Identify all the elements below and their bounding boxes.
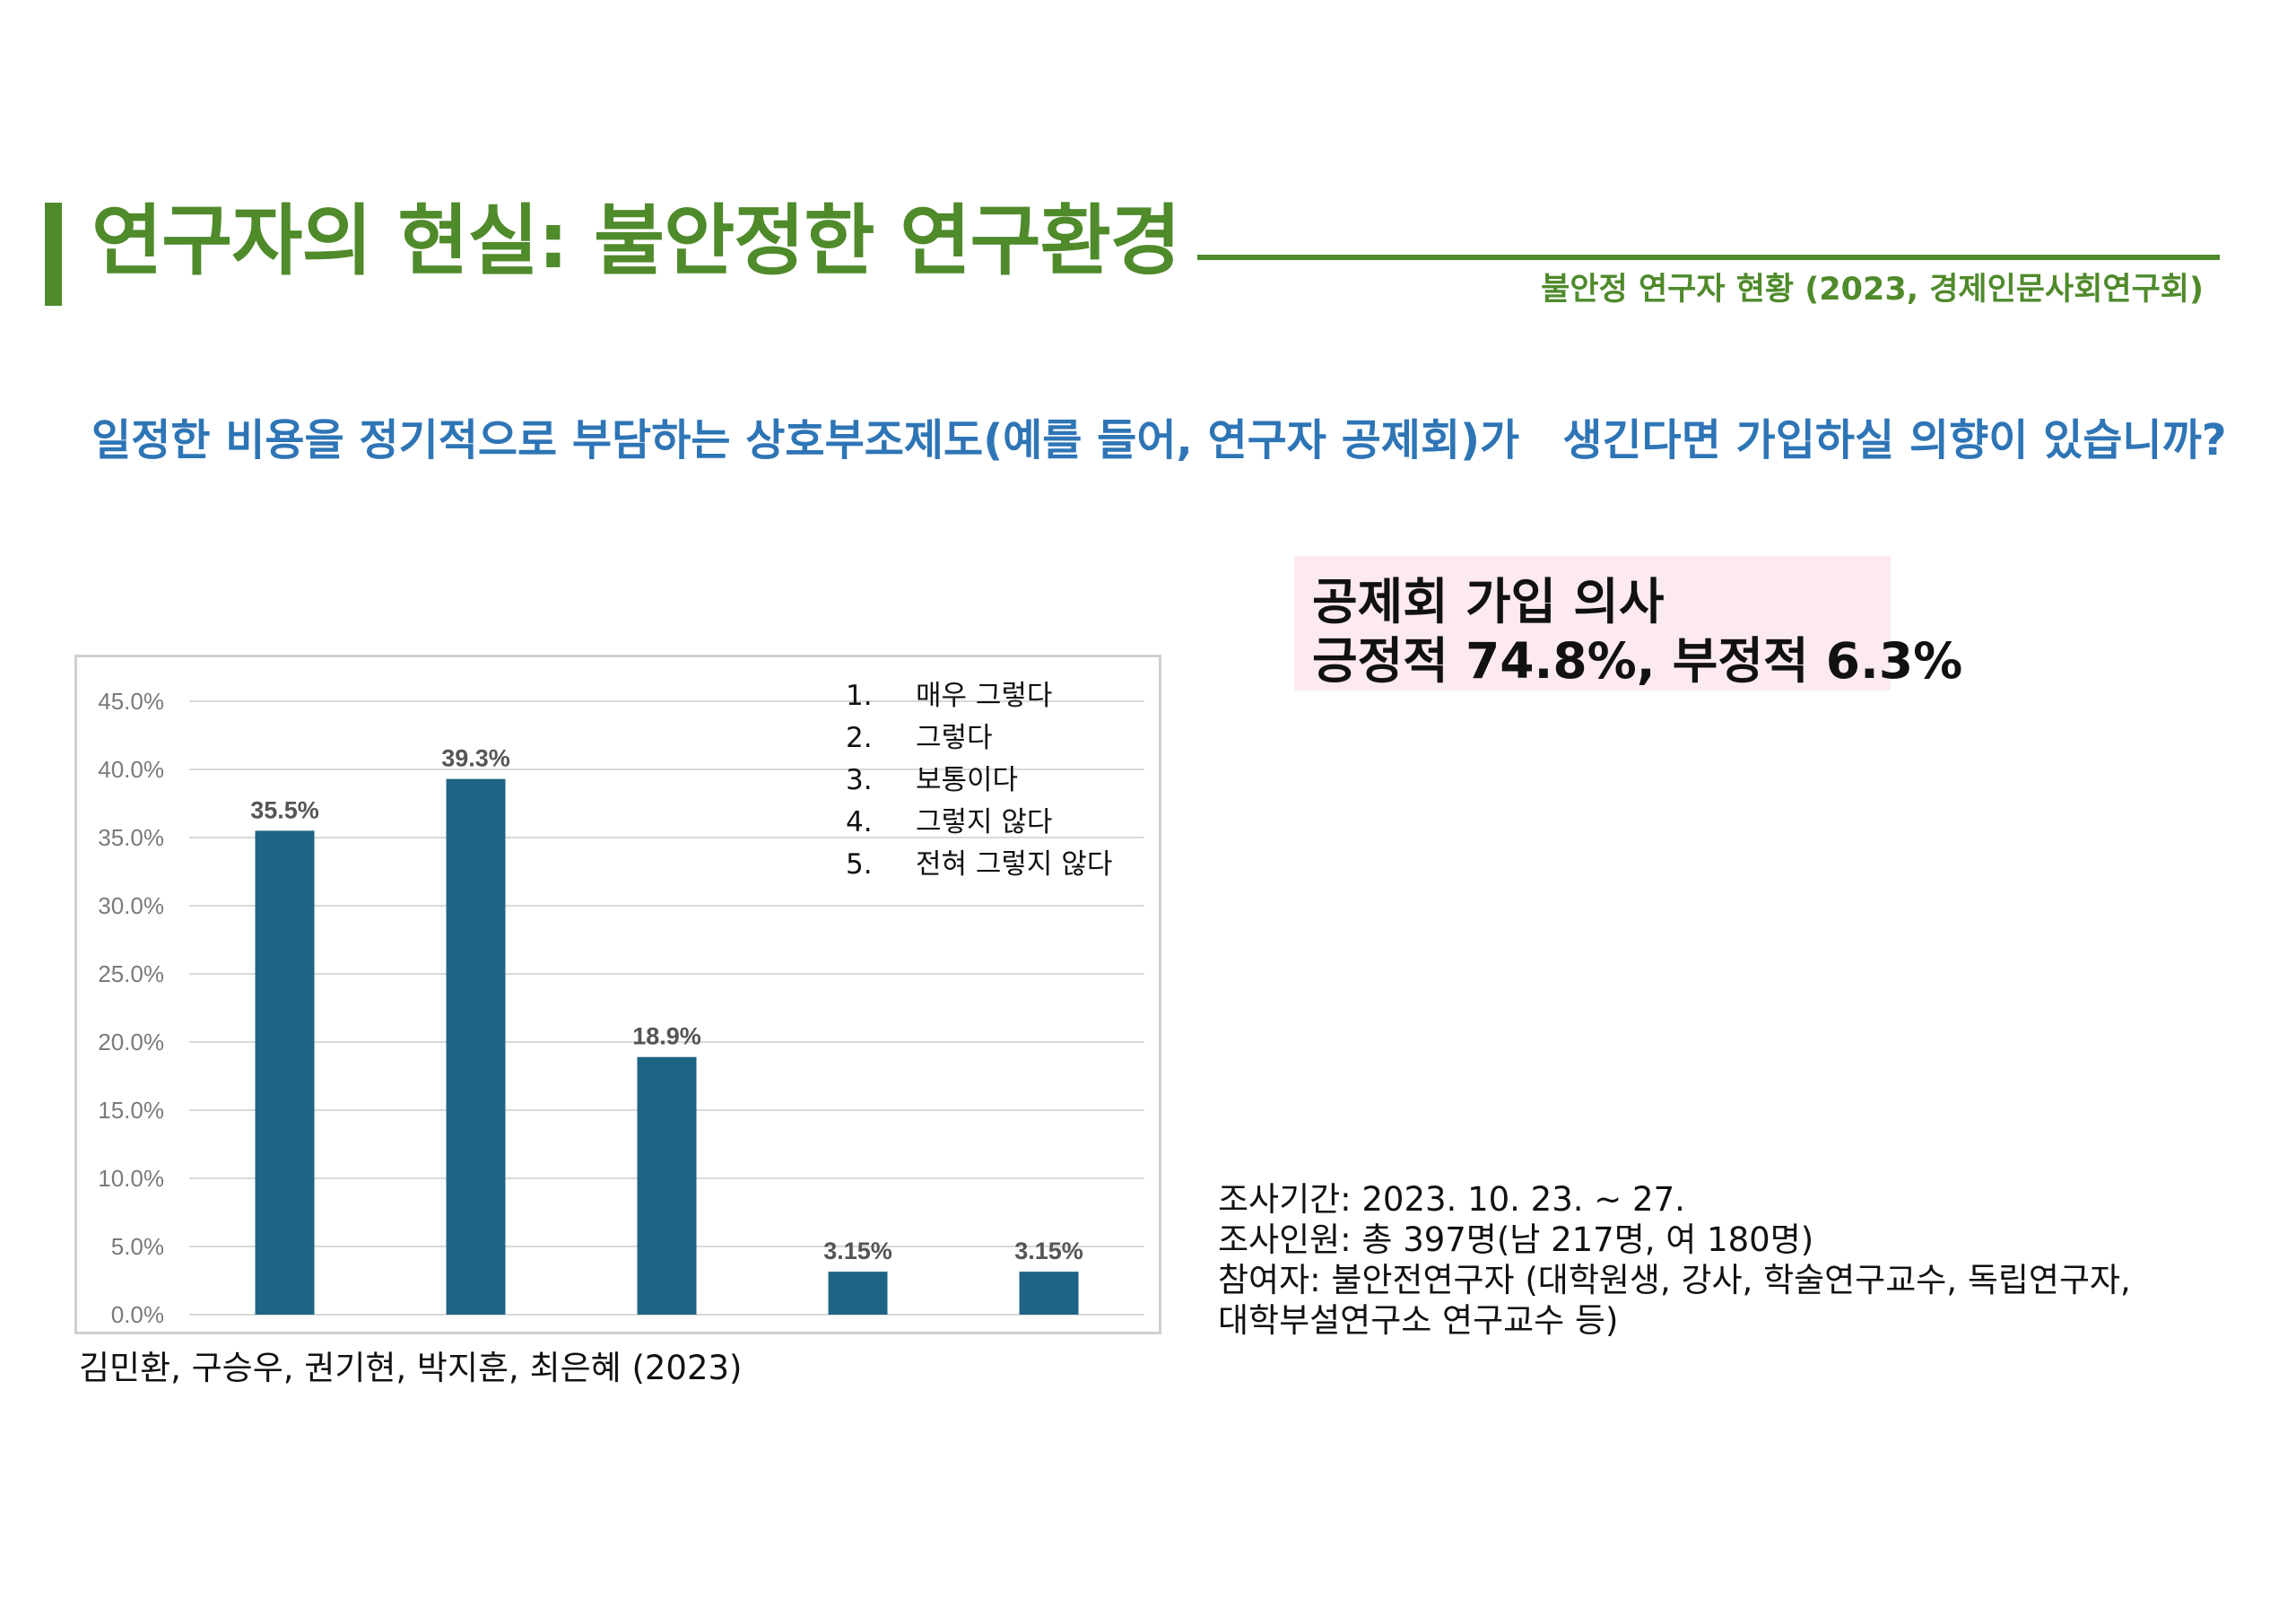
summary-values: 긍정적 74.8%, 부정적 6.3% xyxy=(1312,632,1963,690)
legend-label: 그렇지 않다 xyxy=(916,806,1053,838)
citation: 김민환, 구승우, 권기현, 박지훈, 최은혜 (2023) xyxy=(79,1349,743,1387)
summary-box: 공제회 가입 의사 긍정적 74.8%, 부정적 6.3% xyxy=(1294,556,1962,690)
survey-period: 조사기간: 2023. 10. 23. ~ 27. xyxy=(1218,1180,1685,1219)
legend-item: 5. 전혀 그렇지 않다 xyxy=(846,844,1112,886)
y-tick-label: 10.0% xyxy=(98,1165,164,1192)
legend-item: 3. 보통이다 xyxy=(846,760,1112,802)
title-accent-bar xyxy=(45,203,62,306)
source-subtitle: 불안정 연구자 현황 (2023, 경제인문사회연구회) xyxy=(1541,272,2204,308)
y-tick-label: 40.0% xyxy=(98,756,164,783)
survey-respondents: 조사인원: 총 397명(남 217명, 여 180명) xyxy=(1218,1220,1814,1259)
survey-participants: 참여자: 불안전연구자 (대학원생, 강사, 학술연구교수, 독립연구자, xyxy=(1218,1261,2131,1299)
survey-participants-cont: 대학부설연구소 연구교수 등) xyxy=(1218,1301,1619,1340)
bar-data-label: 3.15% xyxy=(823,1238,892,1264)
y-tick-label: 0.0% xyxy=(111,1301,164,1328)
y-tick-label: 15.0% xyxy=(98,1097,164,1124)
bar-data-label: 39.3% xyxy=(441,745,510,772)
y-tick-label: 30.0% xyxy=(98,892,164,919)
legend-label: 보통이다 xyxy=(916,764,1019,796)
bar-chart: 0.0% 5.0% 10.0% 15.0% 20.0% 25.0% 30.0% 35.0% 40… xyxy=(74,655,1161,1334)
title-rule xyxy=(1197,255,2220,260)
legend-label: 매우 그렇다 xyxy=(916,680,1053,712)
y-tick-label: 5.0% xyxy=(111,1233,164,1260)
y-tick-label: 45.0% xyxy=(98,688,164,715)
legend-item: 2. 그렇다 xyxy=(846,717,1112,760)
page-title: 연구자의 현실: 불안정한 연구환경 xyxy=(91,196,1181,286)
bar-data-label: 3.15% xyxy=(1014,1238,1083,1264)
legend-item: 4. 그렇지 않다 xyxy=(846,802,1112,844)
bar-data-label: 18.9% xyxy=(632,1023,701,1050)
legend-label: 전혀 그렇지 않다 xyxy=(916,848,1113,881)
summary-title: 공제회 가입 의사 xyxy=(1312,573,1665,630)
bar-chart-svg: 0.0% 5.0% 10.0% 15.0% 20.0% 25.0% 30.0% 35.0% 40… xyxy=(98,688,1144,1328)
bar xyxy=(255,830,315,1315)
survey-question: 일정한 비용을 정기적으로 부담하는 상호부조제도(예를 들어, 연구자 공제회… xyxy=(91,415,2227,465)
y-tick-label: 35.0% xyxy=(98,824,164,851)
legend-label: 그렇다 xyxy=(916,722,993,754)
chart-legend: 1. 매우 그렇다 2. 그렇다 3. 보통이다 4. 그렇지 않다 5. 전혀 그렇지 … xyxy=(846,675,1112,886)
legend-number: 1. xyxy=(846,680,873,712)
y-tick-label: 20.0% xyxy=(98,1029,164,1055)
bar xyxy=(637,1056,697,1315)
legend-number: 4. xyxy=(846,806,873,838)
bar xyxy=(1019,1272,1079,1315)
legend-number: 3. xyxy=(846,764,873,796)
survey-info: 조사기간: 2023. 10. 23. ~ 27. 조사인원: 총 397명(남… xyxy=(1218,1179,2131,1341)
legend-item: 1. 매우 그렇다 xyxy=(846,675,1112,717)
bar xyxy=(828,1272,888,1315)
y-tick-label: 25.0% xyxy=(98,960,164,987)
legend-number: 2. xyxy=(846,722,873,754)
bar-data-label: 35.5% xyxy=(250,796,319,823)
legend-number: 5. xyxy=(846,848,873,881)
bar xyxy=(446,778,506,1315)
